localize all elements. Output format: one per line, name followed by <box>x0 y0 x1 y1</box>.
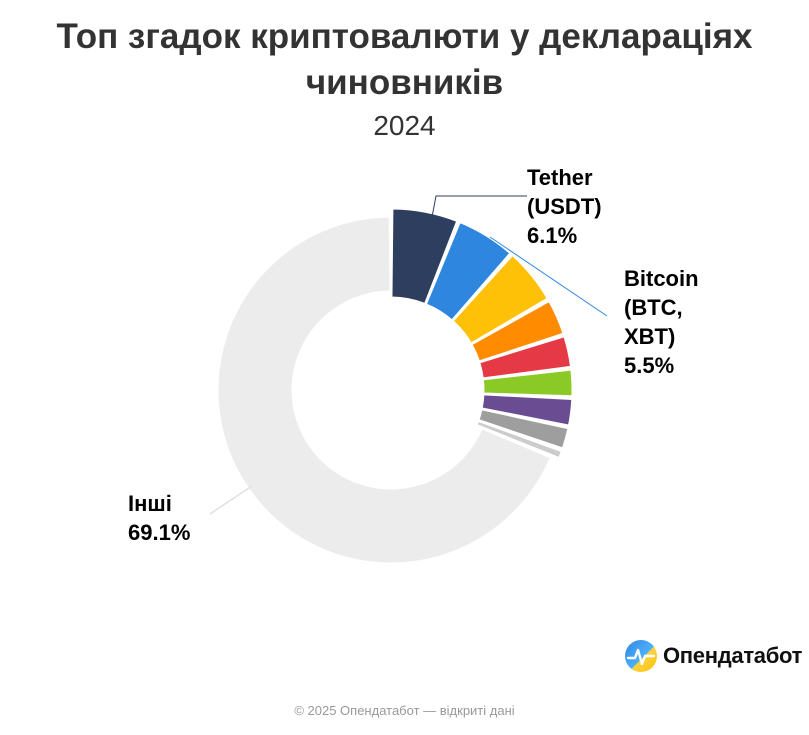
slice-other-7[interactable] <box>478 409 569 449</box>
data-label-tether-usdt-2: 6.1% <box>527 223 577 248</box>
slice-other-6[interactable] <box>481 394 573 426</box>
data-label-bitcoin-btc-xbt-0: Bitcoin <box>624 266 699 291</box>
slice-other-8[interactable] <box>476 421 562 458</box>
leader-line-tether-usdt <box>431 195 527 218</box>
logo-text: Опендатабот <box>663 643 803 668</box>
data-label-bitcoin-btc-xbt-2: XBT) <box>624 324 675 349</box>
slice-other-9[interactable] <box>217 216 551 564</box>
data-label-tether-usdt-0: Tether <box>527 165 593 190</box>
data-label-other-9-0: Інші <box>128 491 172 516</box>
opendatabot-logo-icon <box>625 640 657 672</box>
slice-tether-usdt[interactable] <box>391 208 458 304</box>
data-label-bitcoin-btc-xbt-1: (BTC, <box>624 295 683 320</box>
brand-logo[interactable]: Опендатабот <box>624 639 802 673</box>
chart-title: Топ згадок криптовалюти у деклараціях чи… <box>56 17 753 102</box>
slice-other-4[interactable] <box>479 336 571 379</box>
slice-other-5[interactable] <box>482 369 573 397</box>
data-label-other-9-1: 69.1% <box>128 520 190 545</box>
slice-bitcoin-btc-xbt[interactable] <box>426 222 511 321</box>
data-label-tether-usdt-1: (USDT) <box>527 194 602 219</box>
data-label-bitcoin-btc-xbt-3: 5.5% <box>624 353 674 378</box>
leader-line-bitcoin-btc-xbt <box>489 236 608 317</box>
credits[interactable]: © 2025 Опендатабот — відкриті дані <box>294 703 515 718</box>
slice-other-2[interactable] <box>452 255 548 344</box>
chart-subtitle: 2024 <box>373 110 436 141</box>
leader-line-other-9 <box>209 485 253 515</box>
slice-other-3[interactable] <box>471 301 564 362</box>
